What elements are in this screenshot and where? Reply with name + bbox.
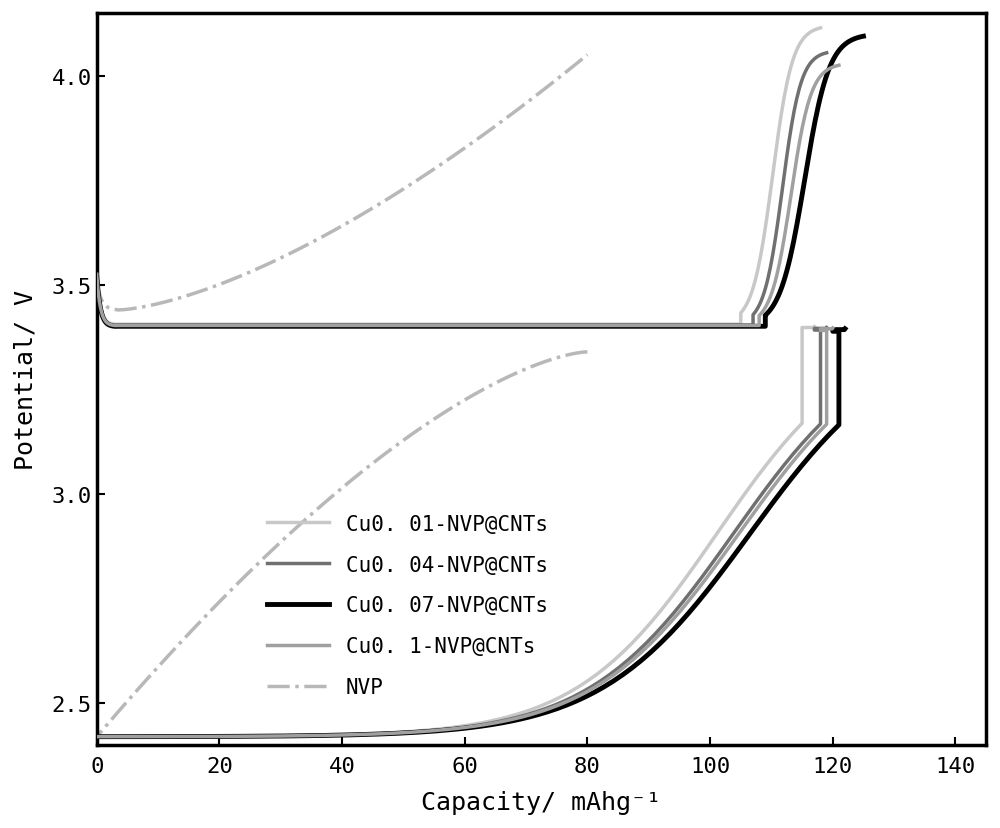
NVP: [373, 200, 385, 210]
Cu0. 01-NVP@CNTs: [91, 278, 103, 288]
Cu0. 07-NVP@CNTs: [109, 322, 121, 332]
Cu0. 01-NVP@CNTs: [91, 270, 103, 280]
Cu0. 1-NVP@CNTs: [109, 321, 121, 331]
Cu0. 04-NVP@CNTs: [320, 320, 332, 330]
Cu0. 1-NVP@CNTs: [96, 308, 108, 318]
NVP: [581, 51, 593, 60]
Line: Cu0. 07-NVP@CNTs: Cu0. 07-NVP@CNTs: [97, 37, 863, 327]
Cu0. 04-NVP@CNTs: [109, 320, 121, 330]
NVP: [548, 77, 560, 87]
Cu0. 01-NVP@CNTs: [96, 307, 108, 317]
NVP: [150, 300, 162, 310]
X-axis label: Capacity/ mAhg⁻¹: Capacity/ mAhg⁻¹: [421, 790, 661, 814]
Cu0. 04-NVP@CNTs: [796, 77, 808, 87]
NVP: [91, 277, 103, 286]
Cu0. 04-NVP@CNTs: [91, 279, 103, 289]
Cu0. 1-NVP@CNTs: [810, 79, 822, 89]
Cu0. 07-NVP@CNTs: [96, 309, 108, 319]
Cu0. 07-NVP@CNTs: [847, 35, 859, 45]
Legend: Cu0. 01-NVP@CNTs, Cu0. 04-NVP@CNTs, Cu0. 07-NVP@CNTs, Cu0. 1-NVP@CNTs, NVP: Cu0. 01-NVP@CNTs, Cu0. 04-NVP@CNTs, Cu0.…: [258, 506, 556, 705]
Y-axis label: Potential/ V: Potential/ V: [14, 290, 38, 469]
Cu0. 01-NVP@CNTs: [806, 26, 818, 36]
Cu0. 07-NVP@CNTs: [324, 322, 336, 332]
Cu0. 01-NVP@CNTs: [787, 55, 799, 65]
Cu0. 07-NVP@CNTs: [824, 62, 836, 72]
Cu0. 07-NVP@CNTs: [91, 280, 103, 290]
Cu0. 1-NVP@CNTs: [91, 272, 103, 282]
Cu0. 01-NVP@CNTs: [815, 24, 827, 34]
Cu0. 07-NVP@CNTs: [91, 272, 103, 282]
Cu0. 07-NVP@CNTs: [829, 52, 841, 62]
Cu0. 04-NVP@CNTs: [813, 51, 825, 61]
Cu0. 1-NVP@CNTs: [833, 61, 845, 71]
NVP: [401, 182, 413, 192]
NVP: [259, 261, 271, 271]
Cu0. 01-NVP@CNTs: [109, 320, 121, 330]
Line: Cu0. 04-NVP@CNTs: Cu0. 04-NVP@CNTs: [97, 54, 827, 325]
Line: NVP: NVP: [97, 55, 587, 310]
Cu0. 04-NVP@CNTs: [96, 308, 108, 318]
Cu0. 04-NVP@CNTs: [799, 67, 811, 77]
Cu0. 04-NVP@CNTs: [91, 271, 103, 281]
Cu0. 1-NVP@CNTs: [806, 88, 818, 98]
Cu0. 04-NVP@CNTs: [821, 49, 833, 59]
Line: Cu0. 1-NVP@CNTs: Cu0. 1-NVP@CNTs: [97, 66, 839, 326]
NVP: [102, 303, 114, 313]
Cu0. 1-NVP@CNTs: [91, 279, 103, 289]
Cu0. 01-NVP@CNTs: [316, 320, 328, 330]
Cu0. 1-NVP@CNTs: [825, 64, 837, 74]
Cu0. 07-NVP@CNTs: [857, 32, 869, 42]
Cu0. 1-NVP@CNTs: [322, 321, 334, 331]
Cu0. 01-NVP@CNTs: [792, 44, 804, 54]
NVP: [112, 306, 124, 315]
Line: Cu0. 01-NVP@CNTs: Cu0. 01-NVP@CNTs: [97, 29, 821, 325]
